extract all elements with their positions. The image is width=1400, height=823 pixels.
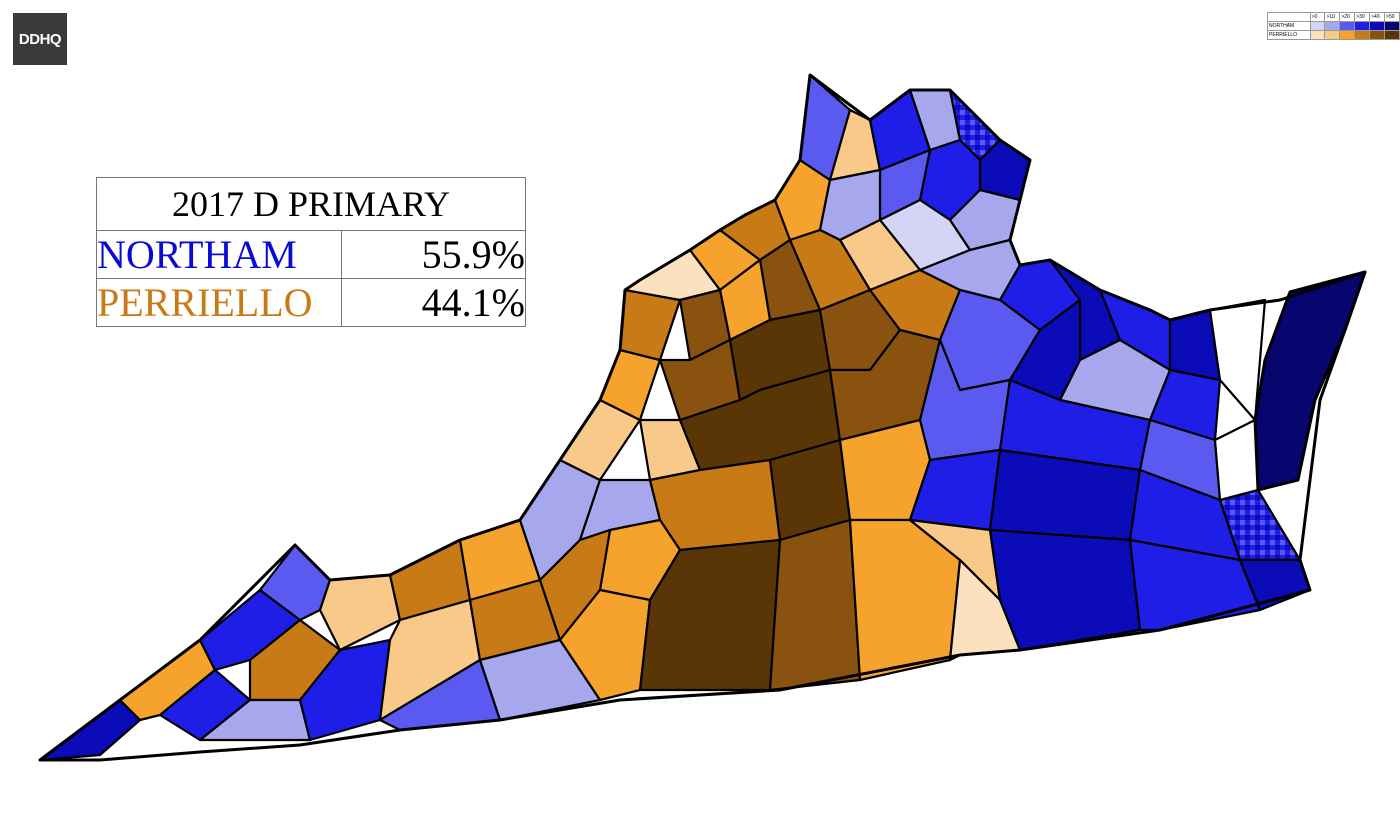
legend-swatch [1309,21,1326,31]
legend-swatch [1354,30,1371,40]
county-region [618,288,682,362]
candidate-pct-northam: 55.9% [341,230,526,279]
legend-header-row: >0 >10 >20 >30 >40 >50 [1267,12,1400,22]
county-region [988,528,1142,652]
results-table: 2017 D PRIMARY NORTHAM 55.9% PERRIELLO 4… [96,177,526,327]
eastern-shore-outline [1253,270,1367,492]
legend-header: >40 [1369,12,1386,22]
county-region [318,573,402,652]
legend-header: >30 [1354,12,1371,22]
ddhq-logo: DDHQ [13,13,67,65]
county-region [1253,270,1367,492]
legend-header: >0 [1309,12,1326,22]
legend-swatch [1369,30,1386,40]
logo-text: DDHQ [18,30,62,48]
county-region [1128,538,1262,632]
county-region [38,698,142,762]
legend-swatch [1369,21,1386,31]
candidate-pct-perriello: 44.1% [341,278,526,327]
legend-swatch [1354,21,1371,31]
candidate-row: PERRIELLO 44.1% [96,278,526,327]
legend-row-perriello: PERRIELLO [1267,30,1400,40]
candidate-name-perriello: PERRIELLO [96,278,342,327]
legend-header [1267,12,1311,22]
legend-swatch [1384,21,1400,31]
legend-header: >50 [1384,12,1400,22]
legend-header: >20 [1339,12,1356,22]
map-legend: >0 >10 >20 >30 >40 >50 NORTHAM PERRIELLO [1267,12,1400,40]
results-title: 2017 D PRIMARY [96,177,526,231]
legend-row-northam: NORTHAM [1267,21,1400,31]
county-region [538,528,612,642]
candidate-row: NORTHAM 55.9% [96,230,526,279]
legend-swatch [1339,30,1356,40]
legend-swatch [1324,21,1341,31]
legend-label-perriello: PERRIELLO [1267,30,1311,40]
legend-swatch [1339,21,1356,31]
state-outline [38,73,1367,762]
legend-label-northam: NORTHAM [1267,21,1311,31]
legend-swatch [1324,30,1341,40]
legend-swatch [1309,30,1326,40]
legend-swatch [1384,30,1400,40]
county-region [1213,418,1260,502]
county-region [768,518,862,692]
candidate-name-northam: NORTHAM [96,230,342,279]
legend-header: >10 [1324,12,1341,22]
